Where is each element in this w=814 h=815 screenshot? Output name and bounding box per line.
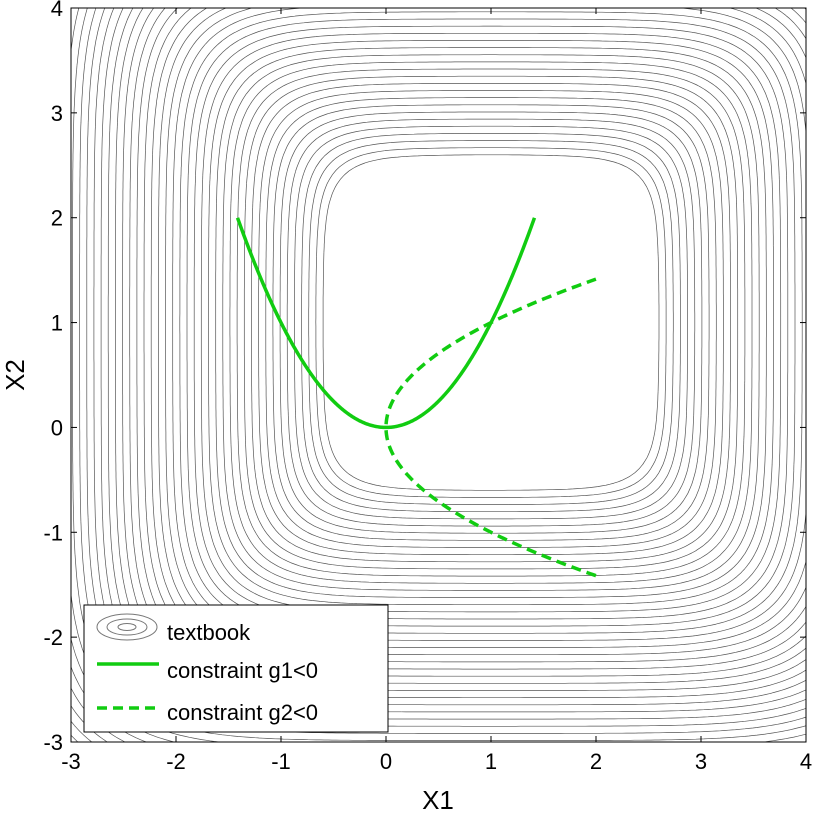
x-tick-label: 1 bbox=[485, 749, 497, 774]
plot-frame bbox=[70, 7, 807, 743]
x-tick-label: -2 bbox=[166, 749, 186, 774]
contour-level bbox=[143, 8, 806, 670]
legend-contour-icon bbox=[96, 613, 158, 641]
contour-level bbox=[215, 47, 767, 598]
contour-level bbox=[243, 75, 739, 570]
contour-level bbox=[107, 8, 806, 706]
x-tick-label: 0 bbox=[380, 749, 392, 774]
series-g2-curve bbox=[384, 277, 597, 578]
constraint-curves bbox=[235, 217, 597, 578]
x-tick-label: 3 bbox=[695, 749, 707, 774]
x-tick-label: 4 bbox=[800, 749, 812, 774]
x-axis-ticks: -3 -2 -1 0 1 2 3 4 bbox=[61, 8, 812, 774]
contour-level bbox=[286, 118, 696, 527]
contour-level bbox=[251, 82, 731, 563]
y-tick-label: 0 bbox=[51, 415, 63, 440]
x-axis-label: X1 bbox=[422, 785, 454, 815]
legend-label-g1: constraint g1<0 bbox=[167, 658, 318, 683]
y-axis-label: X2 bbox=[0, 359, 30, 391]
y-tick-label: -3 bbox=[43, 730, 63, 755]
y-tick-label: 3 bbox=[51, 101, 63, 126]
contour-level bbox=[315, 147, 667, 498]
contour-level bbox=[322, 154, 660, 491]
legend-box bbox=[83, 604, 389, 733]
y-tick-label: 1 bbox=[51, 311, 63, 336]
legend-label-g2: constraint g2<0 bbox=[167, 700, 318, 725]
contour-level bbox=[301, 133, 681, 513]
y-tick-label: 2 bbox=[51, 206, 63, 231]
contour-level bbox=[272, 104, 710, 541]
contour-level bbox=[129, 8, 806, 684]
contour-level bbox=[222, 54, 760, 591]
contour-level bbox=[229, 61, 753, 584]
x-tick-label: -3 bbox=[61, 749, 81, 774]
y-tick-label: 4 bbox=[51, 0, 63, 21]
y-axis-ticks: -3 -2 -1 0 1 2 3 4 bbox=[43, 0, 806, 755]
contour-level bbox=[122, 8, 806, 691]
contour-level bbox=[71, 734, 79, 742]
contour-level bbox=[265, 97, 717, 548]
contour-level bbox=[279, 111, 703, 534]
contour-level bbox=[208, 40, 774, 606]
contour-level bbox=[308, 140, 674, 505]
contour-level bbox=[294, 125, 688, 520]
y-tick-label: -2 bbox=[43, 625, 63, 650]
legend-label-textbook: textbook bbox=[167, 620, 251, 645]
x-tick-label: -1 bbox=[271, 749, 291, 774]
series-g1-curve bbox=[235, 217, 537, 430]
y-tick-label: -1 bbox=[43, 520, 63, 545]
legend: textbook constraint g1<0 constraint g2<0 bbox=[83, 604, 389, 733]
x-tick-label: 2 bbox=[590, 749, 602, 774]
